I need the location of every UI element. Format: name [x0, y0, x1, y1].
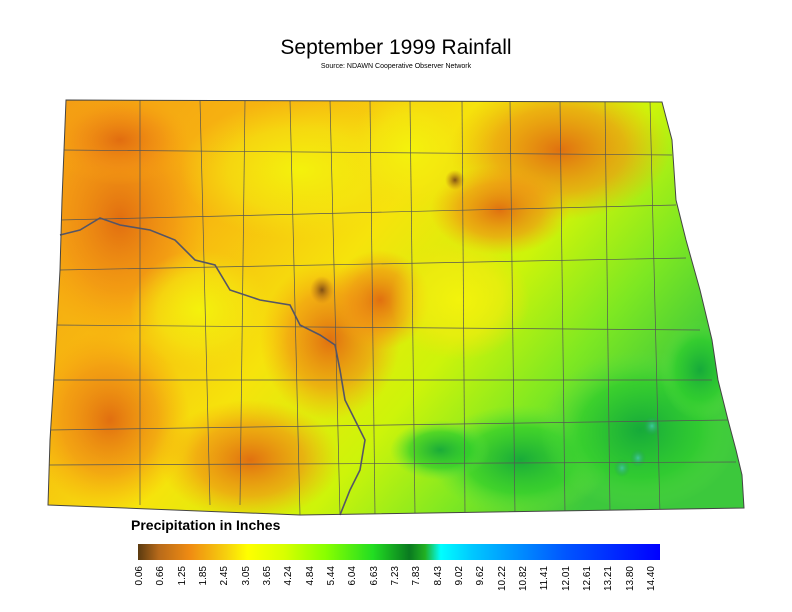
legend-tick-label: 4.24 [283, 566, 295, 586]
missouri-river [59, 217, 366, 516]
legend-tick-label: 13.21 [603, 566, 615, 592]
legend-tick-label: 6.04 [347, 566, 359, 586]
map-title: September 1999 Rainfall [280, 36, 512, 59]
legend-title: Precipitation in Inches [131, 517, 281, 533]
legend-tick-label: 9.62 [475, 566, 487, 586]
legend-tick-label: 11.41 [539, 566, 551, 591]
legend-tick-label: 12.01 [560, 566, 572, 592]
legend-tick-label: 6.63 [368, 566, 380, 586]
legend-tick-label: 10.22 [496, 566, 508, 592]
county-boundaries [48, 100, 737, 515]
legend-tick-label: 8.43 [432, 566, 444, 586]
map-subtitle: Source: NDAWN Cooperative Observer Netwo… [320, 63, 472, 70]
legend-tick-label: 1.85 [198, 566, 209, 586]
legend-tick-label: 13.80 [624, 566, 636, 592]
state-outline [47, 99, 745, 516]
legend-labels: 0.06 0.66 1.25 1.85 2.45 3.05 3.65 4.24 4.84 5.44… [134, 566, 660, 606]
legend-tick-label: 4.84 [304, 566, 316, 586]
legend-tick-label: 0.06 [134, 566, 145, 586]
legend-tick-label: 9.02 [454, 566, 465, 586]
legend-tick-label: 5.44 [326, 566, 337, 586]
legend-tick-label: 14.40 [646, 566, 657, 592]
legend-tick-label: 10.82 [518, 566, 529, 592]
legend-tick-label: 7.23 [390, 566, 401, 586]
legend-tick-label: 2.45 [219, 566, 231, 586]
legend-color-bar [138, 544, 660, 560]
legend-tick-label: 3.65 [262, 566, 273, 586]
legend-tick-label: 0.66 [155, 566, 167, 586]
legend-tick-label: 7.83 [411, 566, 423, 586]
map-fill [48, 100, 744, 515]
legend-tick-label: 3.05 [240, 566, 252, 586]
legend-tick-label: 12.61 [582, 566, 593, 592]
legend-tick-label: 1.25 [176, 566, 188, 586]
